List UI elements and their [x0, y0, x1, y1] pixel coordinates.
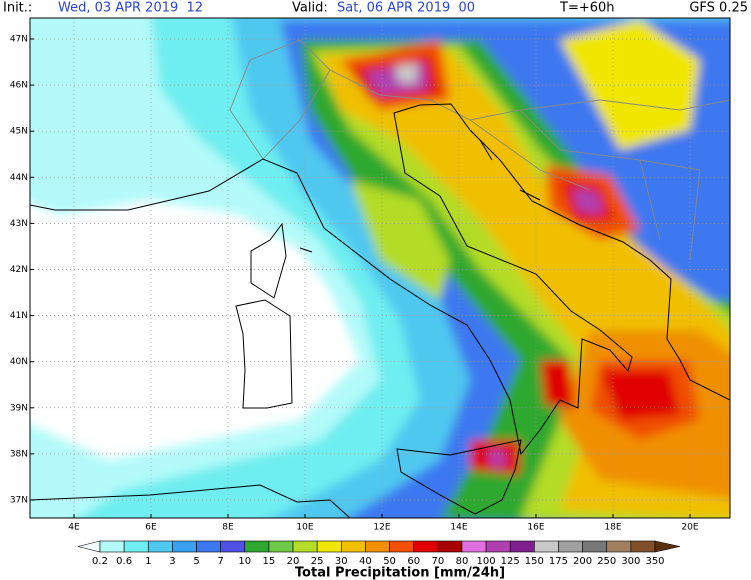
colorbar-box [341, 540, 366, 553]
colorbar-high [654, 540, 681, 553]
colorbar-label: 3 [169, 556, 175, 567]
colorbar-box [509, 540, 535, 553]
init-label: Init.: [3, 1, 32, 16]
colorbar-label: 200 [573, 556, 592, 567]
colorbar-label: 80 [456, 556, 469, 567]
colorbar-box [630, 540, 656, 553]
colorbar-label: 10 [238, 556, 251, 567]
lat-label: 37N [10, 496, 28, 506]
colorbar-label: 1 [145, 556, 151, 567]
lon-label: 14E [450, 523, 467, 533]
colorbar-box [196, 540, 221, 553]
init-time: Wed, 03 APR 2019 12 [58, 1, 203, 16]
colorbar-label: 25 [311, 556, 324, 567]
colorbar-label: 250 [597, 556, 616, 567]
colorbar-box [413, 540, 439, 553]
colorbar-label: 20 [287, 556, 300, 567]
colorbar-title: Total Precipitation [mm/24h] [295, 566, 505, 580]
lon-label: 12E [373, 523, 390, 533]
lon-label: 6E [145, 523, 157, 533]
colorbar-label: 70 [431, 556, 444, 567]
colorbar-box [316, 540, 342, 553]
lon-label: 20E [681, 523, 698, 533]
colorbar-label: 60 [407, 556, 420, 567]
map-frame [29, 17, 731, 519]
colorbar-box [292, 540, 318, 553]
colorbar-box [485, 540, 511, 553]
colorbar-label: 0.2 [92, 556, 108, 567]
colorbar-box [606, 540, 632, 553]
colorbar-label: 0.6 [116, 556, 132, 567]
valid-label: Valid: [292, 1, 328, 16]
lon-label: 16E [527, 523, 544, 533]
colorbar-box [437, 540, 463, 553]
forecast-hour: T=+60h [559, 1, 615, 16]
colorbar-box [534, 540, 559, 553]
colorbar-label: 150 [525, 556, 544, 567]
colorbar-box [365, 540, 390, 553]
lat-label: 40N [10, 357, 28, 367]
lat-label: 39N [10, 403, 28, 413]
colorbar-label: 300 [621, 556, 640, 567]
lat-label: 44N [10, 173, 28, 183]
lon-label: 4E [68, 523, 80, 533]
colorbar-label: 100 [477, 556, 496, 567]
colorbar-box [558, 540, 583, 553]
colorbar-box [123, 540, 149, 553]
colorbar-label: 125 [501, 556, 520, 567]
lat-label: 46N [10, 81, 28, 91]
lat-label: 43N [10, 219, 28, 229]
colorbar-box [172, 540, 197, 553]
lat-label: 47N [10, 35, 28, 45]
colorbar-label: 7 [217, 556, 223, 567]
lat-label: 45N [10, 127, 28, 137]
colorbar-box [147, 540, 173, 553]
lat-label: 38N [10, 449, 28, 459]
colorbar-box [220, 540, 246, 553]
lon-label: 18E [604, 523, 621, 533]
colorbar-box [268, 540, 294, 553]
colorbar-box [99, 540, 125, 553]
colorbar-box [244, 540, 270, 553]
colorbar-box [389, 540, 414, 553]
colorbar-label: 5 [193, 556, 199, 567]
colorbar-label: 30 [335, 556, 348, 567]
precip-field [30, 18, 730, 518]
lat-label: 41N [10, 311, 28, 321]
lon-label: 10E [296, 523, 313, 533]
colorbar-label: 40 [359, 556, 372, 567]
colorbar-low [77, 540, 101, 553]
model-name: GFS 0.25 [689, 1, 748, 16]
colorbar-label: 350 [645, 556, 664, 567]
colorbar-label: 15 [263, 556, 276, 567]
colorbar-box [461, 540, 487, 553]
colorbar-label: 175 [549, 556, 568, 567]
lon-label: 8E [222, 523, 234, 533]
colorbar-label: 50 [383, 556, 396, 567]
colorbar-box [582, 540, 608, 553]
lat-label: 42N [10, 265, 28, 275]
valid-time: Sat, 06 APR 2019 00 [337, 1, 475, 16]
